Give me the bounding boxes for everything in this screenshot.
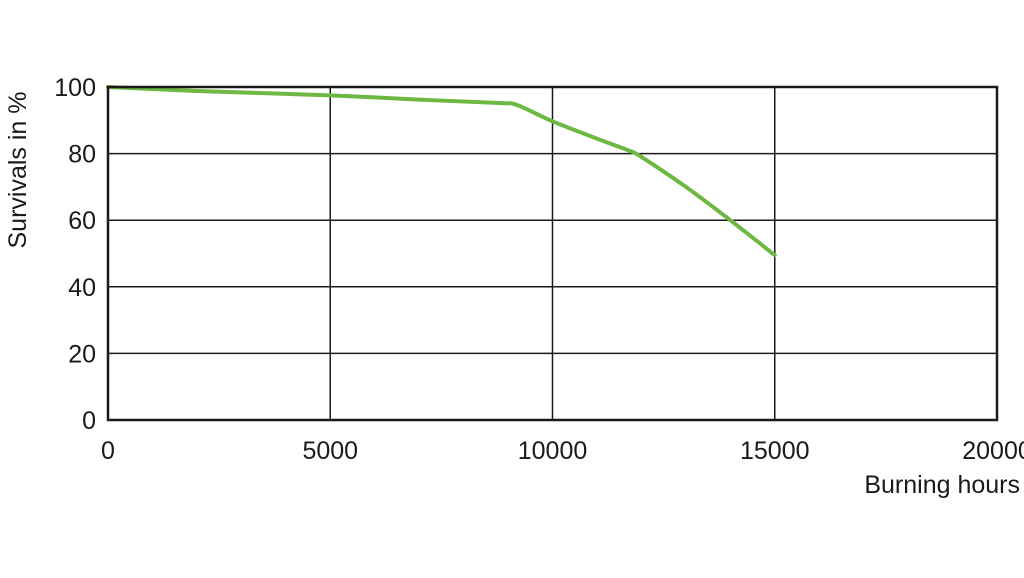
grid	[107, 86, 998, 421]
plot-frame	[106, 85, 999, 422]
x-tick-label: 15000	[740, 437, 810, 465]
y-tick-label: 100	[54, 74, 96, 102]
y-tick-label: 80	[68, 141, 96, 169]
y-tick-label: 20	[68, 340, 96, 368]
series-line	[106, 85, 777, 258]
x-tick-label: 0	[101, 437, 115, 465]
y-tick-label: 0	[82, 407, 96, 435]
x-tick-label: 5000	[302, 437, 358, 465]
y-tick-label: 40	[68, 274, 96, 302]
y-axis-label: Survivals in %	[4, 92, 32, 249]
x-axis-label: Burning hours	[864, 471, 1020, 499]
y-tick-label: 60	[68, 207, 96, 235]
x-tick-label: 10000	[518, 437, 588, 465]
